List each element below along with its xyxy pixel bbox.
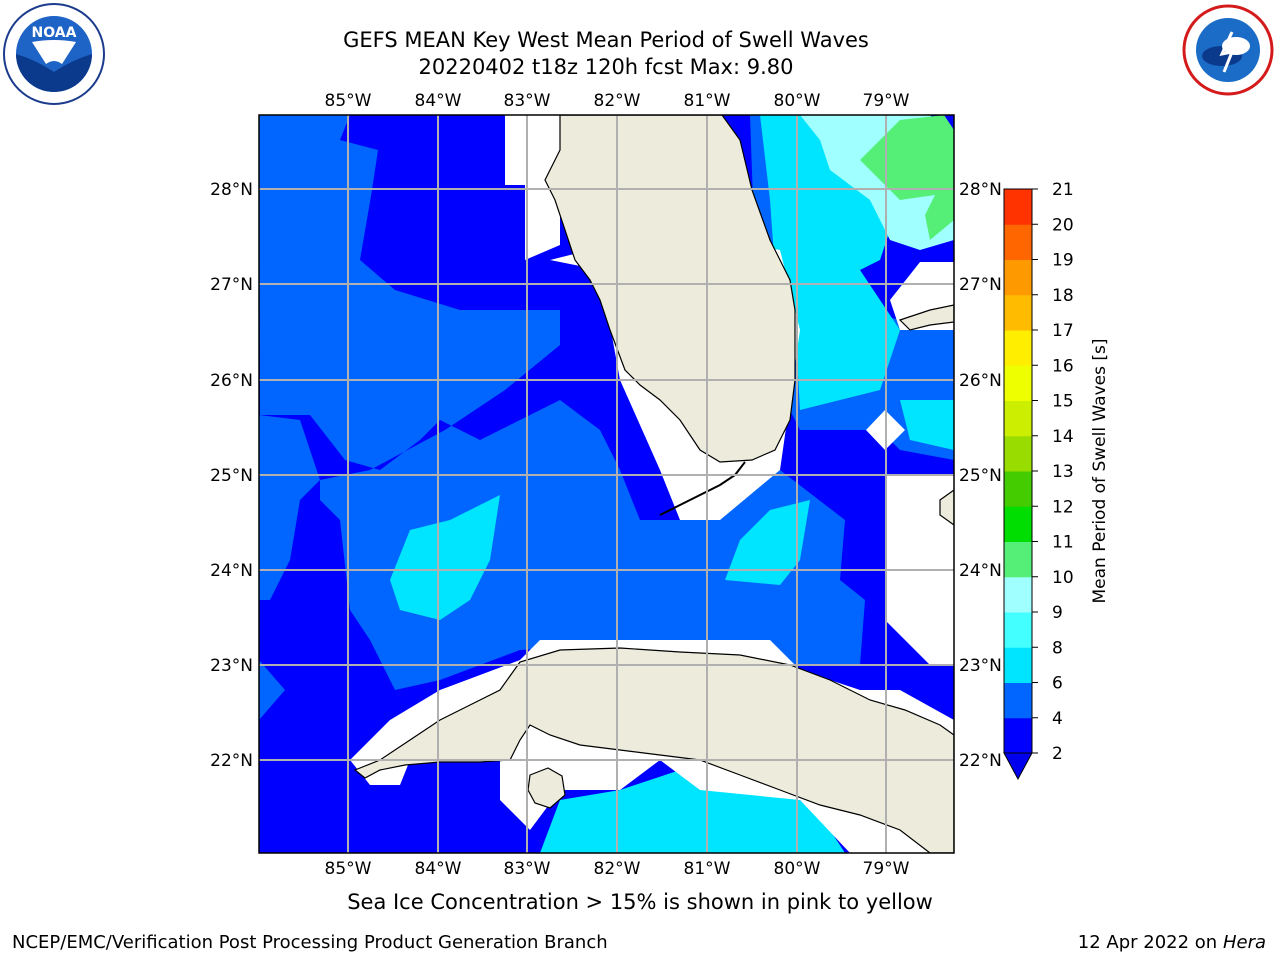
footer-host: Hera: [1222, 932, 1266, 953]
footer-credit: NCEP/EMC/Verification Post Processing Pr…: [12, 932, 608, 953]
lon-tick-bottom: 79°W: [863, 859, 910, 879]
lon-tick-bottom: 83°W: [504, 859, 551, 879]
colorbar-tick-label: 10: [1052, 568, 1074, 588]
colorbar-tick-label: 20: [1052, 215, 1074, 235]
colorbar-tick-label: 8: [1052, 638, 1063, 658]
colorbar-tick-label: 14: [1052, 427, 1074, 447]
lon-tick-bottom: 82°W: [594, 859, 641, 879]
footer-date: 12 Apr 2022 on Hera: [1078, 932, 1266, 953]
colorbar-segment: [1004, 682, 1032, 719]
lon-tick-top: 85°W: [325, 91, 372, 111]
lat-tick-right: 25°N: [959, 466, 1002, 486]
colorbar-tick-label: 12: [1052, 497, 1074, 517]
colorbar-segment: [1004, 435, 1032, 472]
lat-tick-right: 26°N: [959, 371, 1002, 391]
colorbar-segment: [1004, 365, 1032, 401]
florida-keys: [659, 461, 746, 516]
noaa-logo-icon: NOAA: [3, 3, 105, 105]
lat-tick-right: 23°N: [959, 656, 1002, 676]
lon-tick-top: 80°W: [774, 91, 821, 111]
colorbar-segment: [1004, 330, 1032, 366]
lon-tick-top: 83°W: [504, 91, 551, 111]
colorbar-segment: [1004, 400, 1032, 437]
swell-period-region-9to10: [860, 115, 954, 240]
lat-tick-left: 22°N: [210, 751, 253, 771]
lat-tick-left: 26°N: [210, 371, 253, 391]
lon-tick-top: 79°W: [863, 91, 910, 111]
colorbar-segment: [1004, 471, 1032, 507]
lon-tick-top: 81°W: [684, 91, 731, 111]
map-graticule: [259, 115, 954, 853]
lon-tick-top: 84°W: [415, 91, 462, 111]
colorbar-tick-label: 17: [1052, 321, 1074, 341]
lat-tick-left: 28°N: [210, 180, 253, 200]
colorbar-segment: [1004, 647, 1032, 683]
lat-tick-right: 24°N: [959, 561, 1002, 581]
colorbar-tick-label: 15: [1052, 392, 1074, 412]
isla-de-la-juventud: [527, 767, 566, 809]
colorbar-segment: [1004, 294, 1032, 331]
lat-tick-left: 25°N: [210, 466, 253, 486]
swell-period-region-4to6-west: [259, 415, 320, 600]
colorbar-label: Mean Period of Swell Waves [s]: [1090, 339, 1110, 604]
colorbar-tick-label: 19: [1052, 251, 1074, 271]
map-title: GEFS MEAN Key West Mean Period of Swell …: [343, 28, 869, 52]
swell-period-region-4to6-south: [259, 660, 285, 720]
lat-tick-right: 27°N: [959, 275, 1002, 295]
lat-tick-right: 28°N: [959, 180, 1002, 200]
florida-landmass: [544, 115, 796, 463]
swell-period-region-6to8-keys: [725, 500, 810, 585]
lon-tick-top: 82°W: [594, 91, 641, 111]
colorbar-tick-label: 6: [1052, 674, 1063, 694]
colorbar-segment: [1004, 506, 1032, 542]
andros-island: [939, 489, 954, 526]
colorbar-tick-label: 18: [1052, 286, 1074, 306]
colorbar-tick-label: 21: [1052, 180, 1074, 200]
colorbar-tick-label: 11: [1052, 533, 1074, 553]
noaa-logo-text: NOAA: [32, 25, 77, 41]
colorbar-segment: [1004, 541, 1032, 578]
lat-tick-right: 22°N: [959, 751, 1002, 771]
colorbar-segment: [1004, 189, 1032, 225]
colorbar-segment: [1004, 576, 1032, 613]
lat-tick-left: 27°N: [210, 275, 253, 295]
lat-tick-left: 23°N: [210, 656, 253, 676]
sea-ice-note: Sea Ice Concentration > 15% is shown in …: [347, 890, 933, 914]
colorbar-tick-label: 13: [1052, 462, 1074, 482]
colorbar-under-arrow: [1003, 752, 1033, 781]
bahamas-island: [898, 304, 954, 331]
colorbar-segment: [1004, 717, 1032, 754]
map-area: [259, 115, 954, 853]
footer-date-text: 12 Apr 2022 on: [1077, 932, 1223, 953]
colorbar-tick-label: 16: [1052, 356, 1074, 376]
lon-tick-bottom: 80°W: [774, 859, 821, 879]
lon-tick-bottom: 85°W: [325, 859, 372, 879]
swell-period-region-6to8-se: [900, 400, 954, 450]
lon-tick-bottom: 81°W: [684, 859, 731, 879]
colorbar: 2 4 6 8 9 10 11 12 13 14 15 16 17 18 19 20 21: [1003, 180, 1074, 781]
colorbar-tick-label: 4: [1052, 709, 1063, 729]
colorbar-segment: [1004, 259, 1032, 296]
lon-tick-bottom: 84°W: [415, 859, 462, 879]
colorbar-tick-label: 2: [1052, 744, 1063, 764]
swell-period-region-6to8: [390, 495, 500, 620]
no-data-region-florida-west: [505, 115, 560, 260]
colorbar-segment: [1004, 224, 1032, 260]
colorbar-tick-label: 9: [1052, 603, 1063, 623]
nws-logo-icon: [1182, 4, 1274, 96]
map-subtitle: 20220402 t18z 120h fcst Max: 9.80: [418, 55, 794, 79]
lat-tick-left: 24°N: [210, 561, 253, 581]
colorbar-segment: [1004, 612, 1032, 648]
map-frame: [258, 114, 955, 854]
